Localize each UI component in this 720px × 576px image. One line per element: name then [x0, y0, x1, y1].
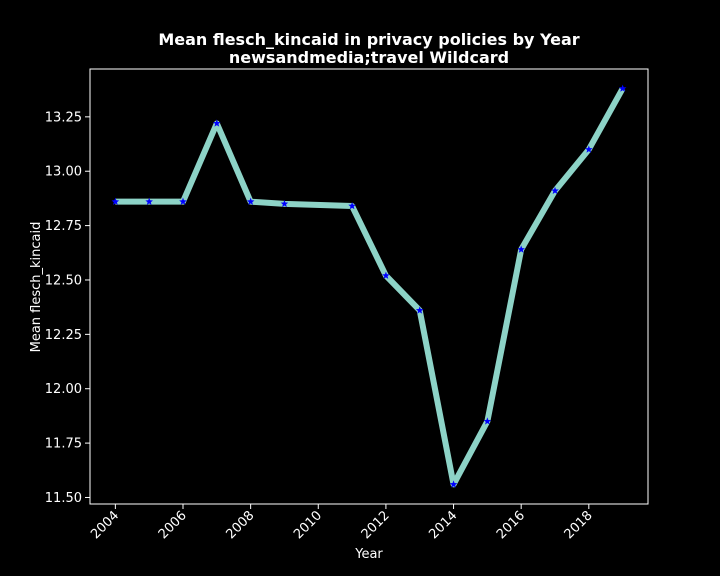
data-point-marker	[382, 271, 390, 279]
x-axis-label: Year	[354, 547, 383, 562]
data-point-marker	[145, 197, 153, 205]
y-tick-label: 12.25	[45, 328, 82, 343]
x-axis: 2004 2006 2008 2010 2012 2014 2016 2018	[88, 504, 596, 542]
series-markers	[111, 84, 627, 488]
x-tick-label: 2006	[156, 508, 190, 542]
data-point-marker	[179, 197, 187, 205]
x-tick-label: 2004	[88, 508, 122, 542]
y-tick-label: 12.75	[45, 219, 82, 234]
x-tick-label: 2010	[291, 508, 325, 542]
x-tick-label: 2016	[494, 508, 528, 542]
y-axis: 11.50 11.75 12.00 12.25 12.50 12.75 13.00 13.25	[45, 110, 90, 506]
plot-area-frame	[89, 68, 649, 505]
data-point-marker	[280, 199, 289, 208]
data-point-marker	[213, 119, 221, 127]
y-tick-label: 11.75	[45, 437, 82, 452]
y-tick-label: 12.00	[45, 382, 82, 397]
x-tick-label: 2018	[562, 508, 596, 542]
x-tick-label: 2012	[359, 508, 393, 542]
chart-title: Mean flesch_kincaid in privacy policies …	[158, 30, 579, 49]
x-tick-label: 2008	[223, 508, 257, 542]
data-point-marker	[585, 145, 593, 153]
data-point-marker	[551, 186, 559, 195]
x-tick-label: 2014	[426, 508, 460, 542]
data-point-marker	[618, 84, 627, 92]
y-tick-label: 13.25	[45, 110, 82, 125]
data-point-marker	[111, 197, 120, 205]
series-line	[115, 87, 626, 488]
data-point-marker	[246, 197, 255, 205]
data-point-marker	[415, 306, 424, 314]
data-point-marker	[517, 245, 525, 253]
y-tick-label: 11.50	[45, 491, 82, 506]
y-tick-label: 12.50	[45, 273, 82, 288]
y-tick-label: 13.00	[45, 165, 82, 180]
data-point-marker	[449, 480, 458, 488]
data-point-marker	[483, 417, 492, 425]
data-point-marker	[348, 202, 356, 210]
y-axis-label: Mean flesch_kincaid	[29, 222, 44, 353]
chart-subtitle: newsandmedia;travel Wildcard	[229, 48, 509, 67]
